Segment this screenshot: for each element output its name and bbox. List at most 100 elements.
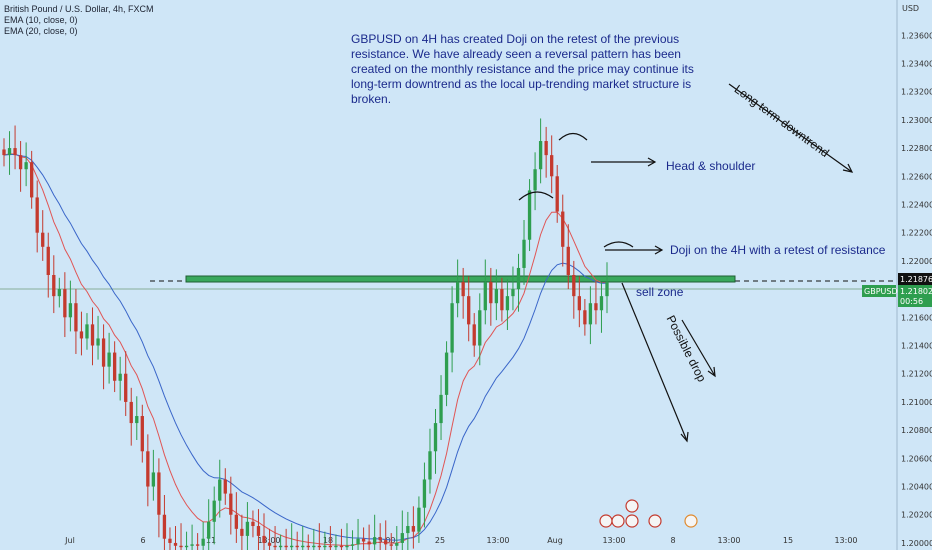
event-icon (599, 514, 613, 528)
head-arrow-head (647, 157, 657, 167)
candle-body (195, 544, 200, 546)
candle-body (90, 324, 95, 346)
candle-body (245, 521, 250, 536)
candle-body (35, 197, 39, 233)
symbol-badge-bg (862, 285, 896, 297)
candle-body (256, 526, 261, 536)
long-term-arrow-head (842, 163, 854, 173)
x-tick-label: Jul (64, 536, 75, 545)
candle-body (278, 545, 283, 548)
legend-title: British Pound / U.S. Dollar, 4h, FXCM (4, 4, 154, 14)
y-tick-label: 1.22600 (901, 172, 932, 181)
candle-body (240, 528, 244, 536)
candle-body (505, 296, 510, 311)
candle-body (74, 303, 78, 332)
currency-label: USD (902, 4, 919, 13)
candle-body (450, 303, 454, 353)
candle-body (439, 394, 443, 424)
candle-body (500, 289, 504, 311)
y-tick-label: 1.22200 (901, 229, 932, 238)
symbol-badge: GBPUSD (864, 287, 898, 296)
candle-body (389, 544, 393, 546)
candle-body (428, 451, 432, 480)
candle-body (107, 352, 111, 367)
candles (2, 118, 609, 550)
x-tick-label: 6 (140, 536, 145, 545)
candle-body (101, 338, 106, 367)
candle-body (406, 526, 410, 534)
x-tick-label: 18 (323, 536, 333, 545)
ema20-line (3, 154, 608, 541)
price-badge-1-bg (898, 273, 932, 285)
y-tick-label: 1.23600 (901, 31, 932, 40)
x-tick-label: 13:00 (486, 536, 509, 545)
candle-body (588, 303, 593, 325)
price-badge-1: 1.21876 (900, 275, 932, 284)
candle-body (527, 190, 532, 240)
candle-body (594, 303, 598, 311)
legend-ema20: EMA (20, close, 0) (4, 26, 78, 36)
candle-body (511, 289, 515, 297)
x-axis-ticks: Jul 6 11 13:00 18 13:00 25 13:00 Aug 13:00 8 13:00 1… (64, 536, 857, 545)
candle-body (433, 423, 438, 452)
candle-body (455, 282, 460, 304)
annotation-arrows (591, 83, 854, 443)
candle-body (339, 545, 344, 548)
y-tick-label: 1.20000 (901, 539, 932, 548)
candle-body (467, 296, 471, 325)
candle-body (168, 538, 172, 543)
candle-body (516, 267, 521, 290)
candle-body (68, 303, 73, 318)
drop-arrow (621, 282, 688, 442)
candle-body (323, 545, 327, 548)
candle-body (284, 545, 288, 548)
x-tick-label: 13:00 (257, 536, 280, 545)
candle-body (550, 155, 554, 177)
y-tick-label: 1.22400 (901, 200, 932, 209)
candle-body (328, 545, 333, 548)
candle-body (572, 275, 576, 297)
candle-body (472, 324, 476, 346)
candle-body (444, 352, 449, 395)
candle-body (112, 352, 117, 381)
y-tick-label: 1.20600 (901, 454, 932, 463)
candle-body (361, 538, 366, 542)
candle-body (494, 289, 499, 304)
x-tick-label: 15 (783, 536, 793, 545)
candle-body (422, 479, 427, 508)
candle-body (306, 545, 310, 548)
price-badge-2-bg (898, 285, 932, 307)
candle-body (267, 542, 272, 546)
candle-body (179, 545, 183, 548)
x-tick-label: 13:00 (834, 536, 857, 545)
doji-arrow-head (654, 245, 664, 255)
candle-body (124, 373, 128, 402)
sell-zone-label: sell zone (636, 285, 684, 299)
y-tick-label: 1.23400 (901, 59, 932, 68)
candle-body (2, 149, 6, 156)
candle-body (384, 540, 388, 545)
candle-body (52, 275, 56, 297)
candle-body (7, 148, 12, 156)
candle-body (218, 479, 222, 501)
candle-body (212, 500, 216, 522)
candle-body (367, 541, 371, 545)
candle-body (184, 545, 189, 548)
candle-body (605, 282, 609, 297)
left-shoulder-arc (518, 191, 554, 201)
candle-body (223, 479, 227, 494)
event-icon (648, 514, 662, 528)
candle-body (317, 545, 321, 548)
y-tick-label: 1.20200 (901, 511, 932, 520)
candle-body (599, 296, 604, 311)
x-tick-label: Aug (547, 536, 563, 545)
candle-body (478, 310, 482, 346)
head-shoulder-label: Head & shoulder (666, 159, 756, 173)
x-tick-label: 8 (670, 536, 675, 545)
candle-body (295, 545, 299, 548)
drop-arrow-head (680, 431, 689, 443)
y-tick-label: 1.20400 (901, 483, 932, 492)
candle-body (63, 289, 67, 318)
